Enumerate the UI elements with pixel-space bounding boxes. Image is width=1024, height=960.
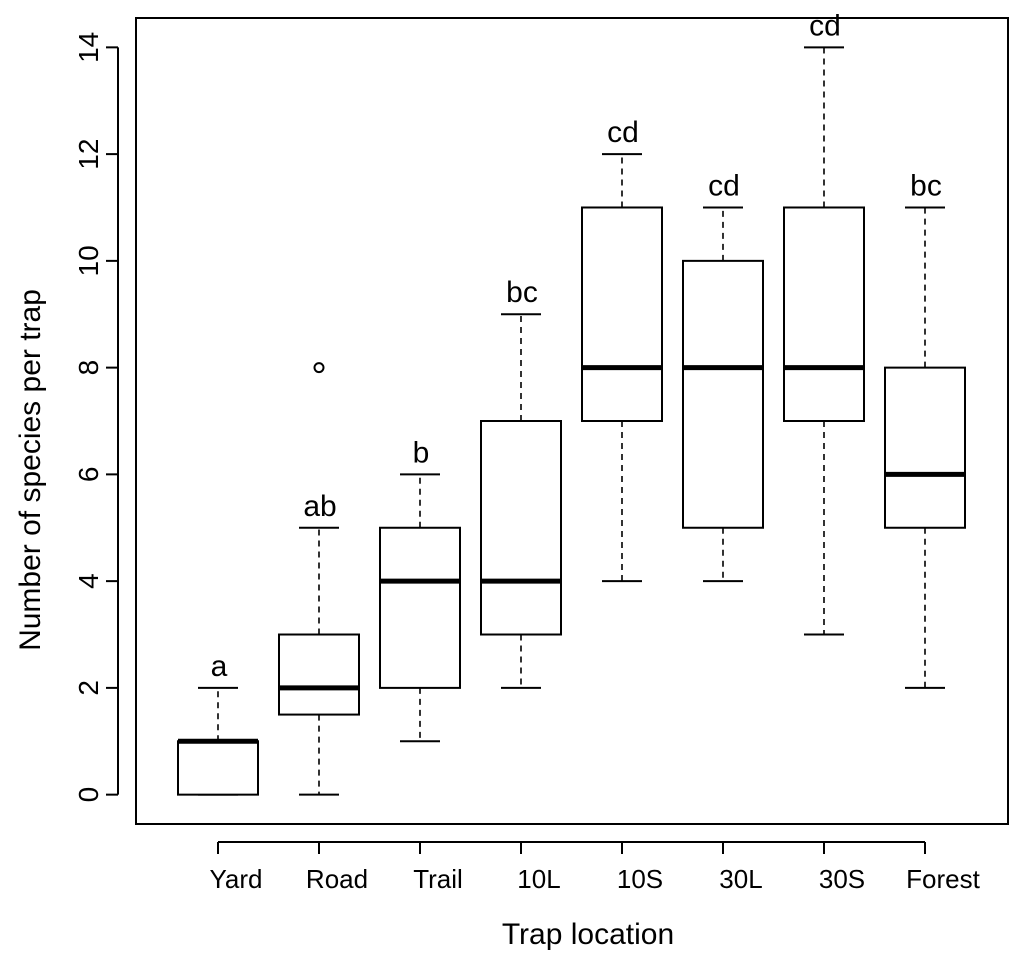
y-tick-label-4: 4 bbox=[73, 573, 104, 589]
iqr-box bbox=[379, 526, 461, 689]
significance-letter: bc bbox=[910, 169, 942, 202]
significance-letter: cd bbox=[809, 9, 841, 42]
y-tick-label-12: 12 bbox=[73, 139, 104, 170]
box-Yard: a bbox=[177, 650, 259, 796]
iqr-box bbox=[783, 206, 865, 422]
iqr-box bbox=[884, 366, 966, 529]
significance-letter: bc bbox=[506, 276, 538, 309]
significance-letter: b bbox=[413, 436, 430, 469]
y-axis: 0 2 4 6 8 10 12 14 bbox=[73, 32, 119, 803]
box-Forest: bc bbox=[884, 169, 966, 689]
x-tick-label-30S: 30S bbox=[819, 864, 865, 894]
x-tick-label-Road: Road bbox=[306, 864, 368, 894]
x-axis-labels: Yard Road Trail 10L 10S 30L 30S Forest bbox=[210, 841, 981, 894]
y-tick-label-10: 10 bbox=[73, 245, 104, 276]
x-tick-label-30L: 30L bbox=[719, 864, 762, 894]
y-axis-title: Number of species per trap bbox=[14, 289, 47, 651]
significance-letter: cd bbox=[607, 116, 639, 149]
y-tick-label-2: 2 bbox=[73, 680, 104, 696]
y-tick-label-6: 6 bbox=[73, 467, 104, 483]
x-tick-label-Trail: Trail bbox=[413, 864, 463, 894]
iqr-box bbox=[581, 206, 663, 422]
y-tick-label-14: 14 bbox=[73, 32, 104, 63]
box-Road: ab bbox=[278, 362, 360, 796]
plot-frame bbox=[135, 17, 1009, 825]
box-30S: cd bbox=[783, 9, 865, 636]
x-tick-label-Yard: Yard bbox=[210, 864, 263, 894]
significance-letter: a bbox=[211, 650, 228, 683]
x-tick-label-10S: 10S bbox=[617, 864, 663, 894]
boxplot-series: a ab b bc cd cd cd bc bbox=[177, 9, 966, 796]
y-tick-label-0: 0 bbox=[73, 787, 104, 803]
significance-letter: ab bbox=[303, 490, 336, 523]
y-tick-label-8: 8 bbox=[73, 360, 104, 376]
box-10S: cd bbox=[581, 116, 663, 583]
x-tick-label-10L: 10L bbox=[517, 864, 560, 894]
iqr-box bbox=[480, 420, 562, 636]
x-tick-label-Forest: Forest bbox=[906, 864, 980, 894]
box-Trail: b bbox=[379, 436, 461, 743]
iqr-box bbox=[278, 633, 360, 716]
box-10L: bc bbox=[480, 276, 562, 689]
x-axis-title: Trap location bbox=[502, 918, 674, 951]
iqr-box bbox=[682, 259, 764, 529]
significance-letter: cd bbox=[708, 169, 740, 202]
box-30L: cd bbox=[682, 169, 764, 583]
iqr-box bbox=[177, 740, 259, 796]
outlier-point bbox=[313, 362, 325, 374]
